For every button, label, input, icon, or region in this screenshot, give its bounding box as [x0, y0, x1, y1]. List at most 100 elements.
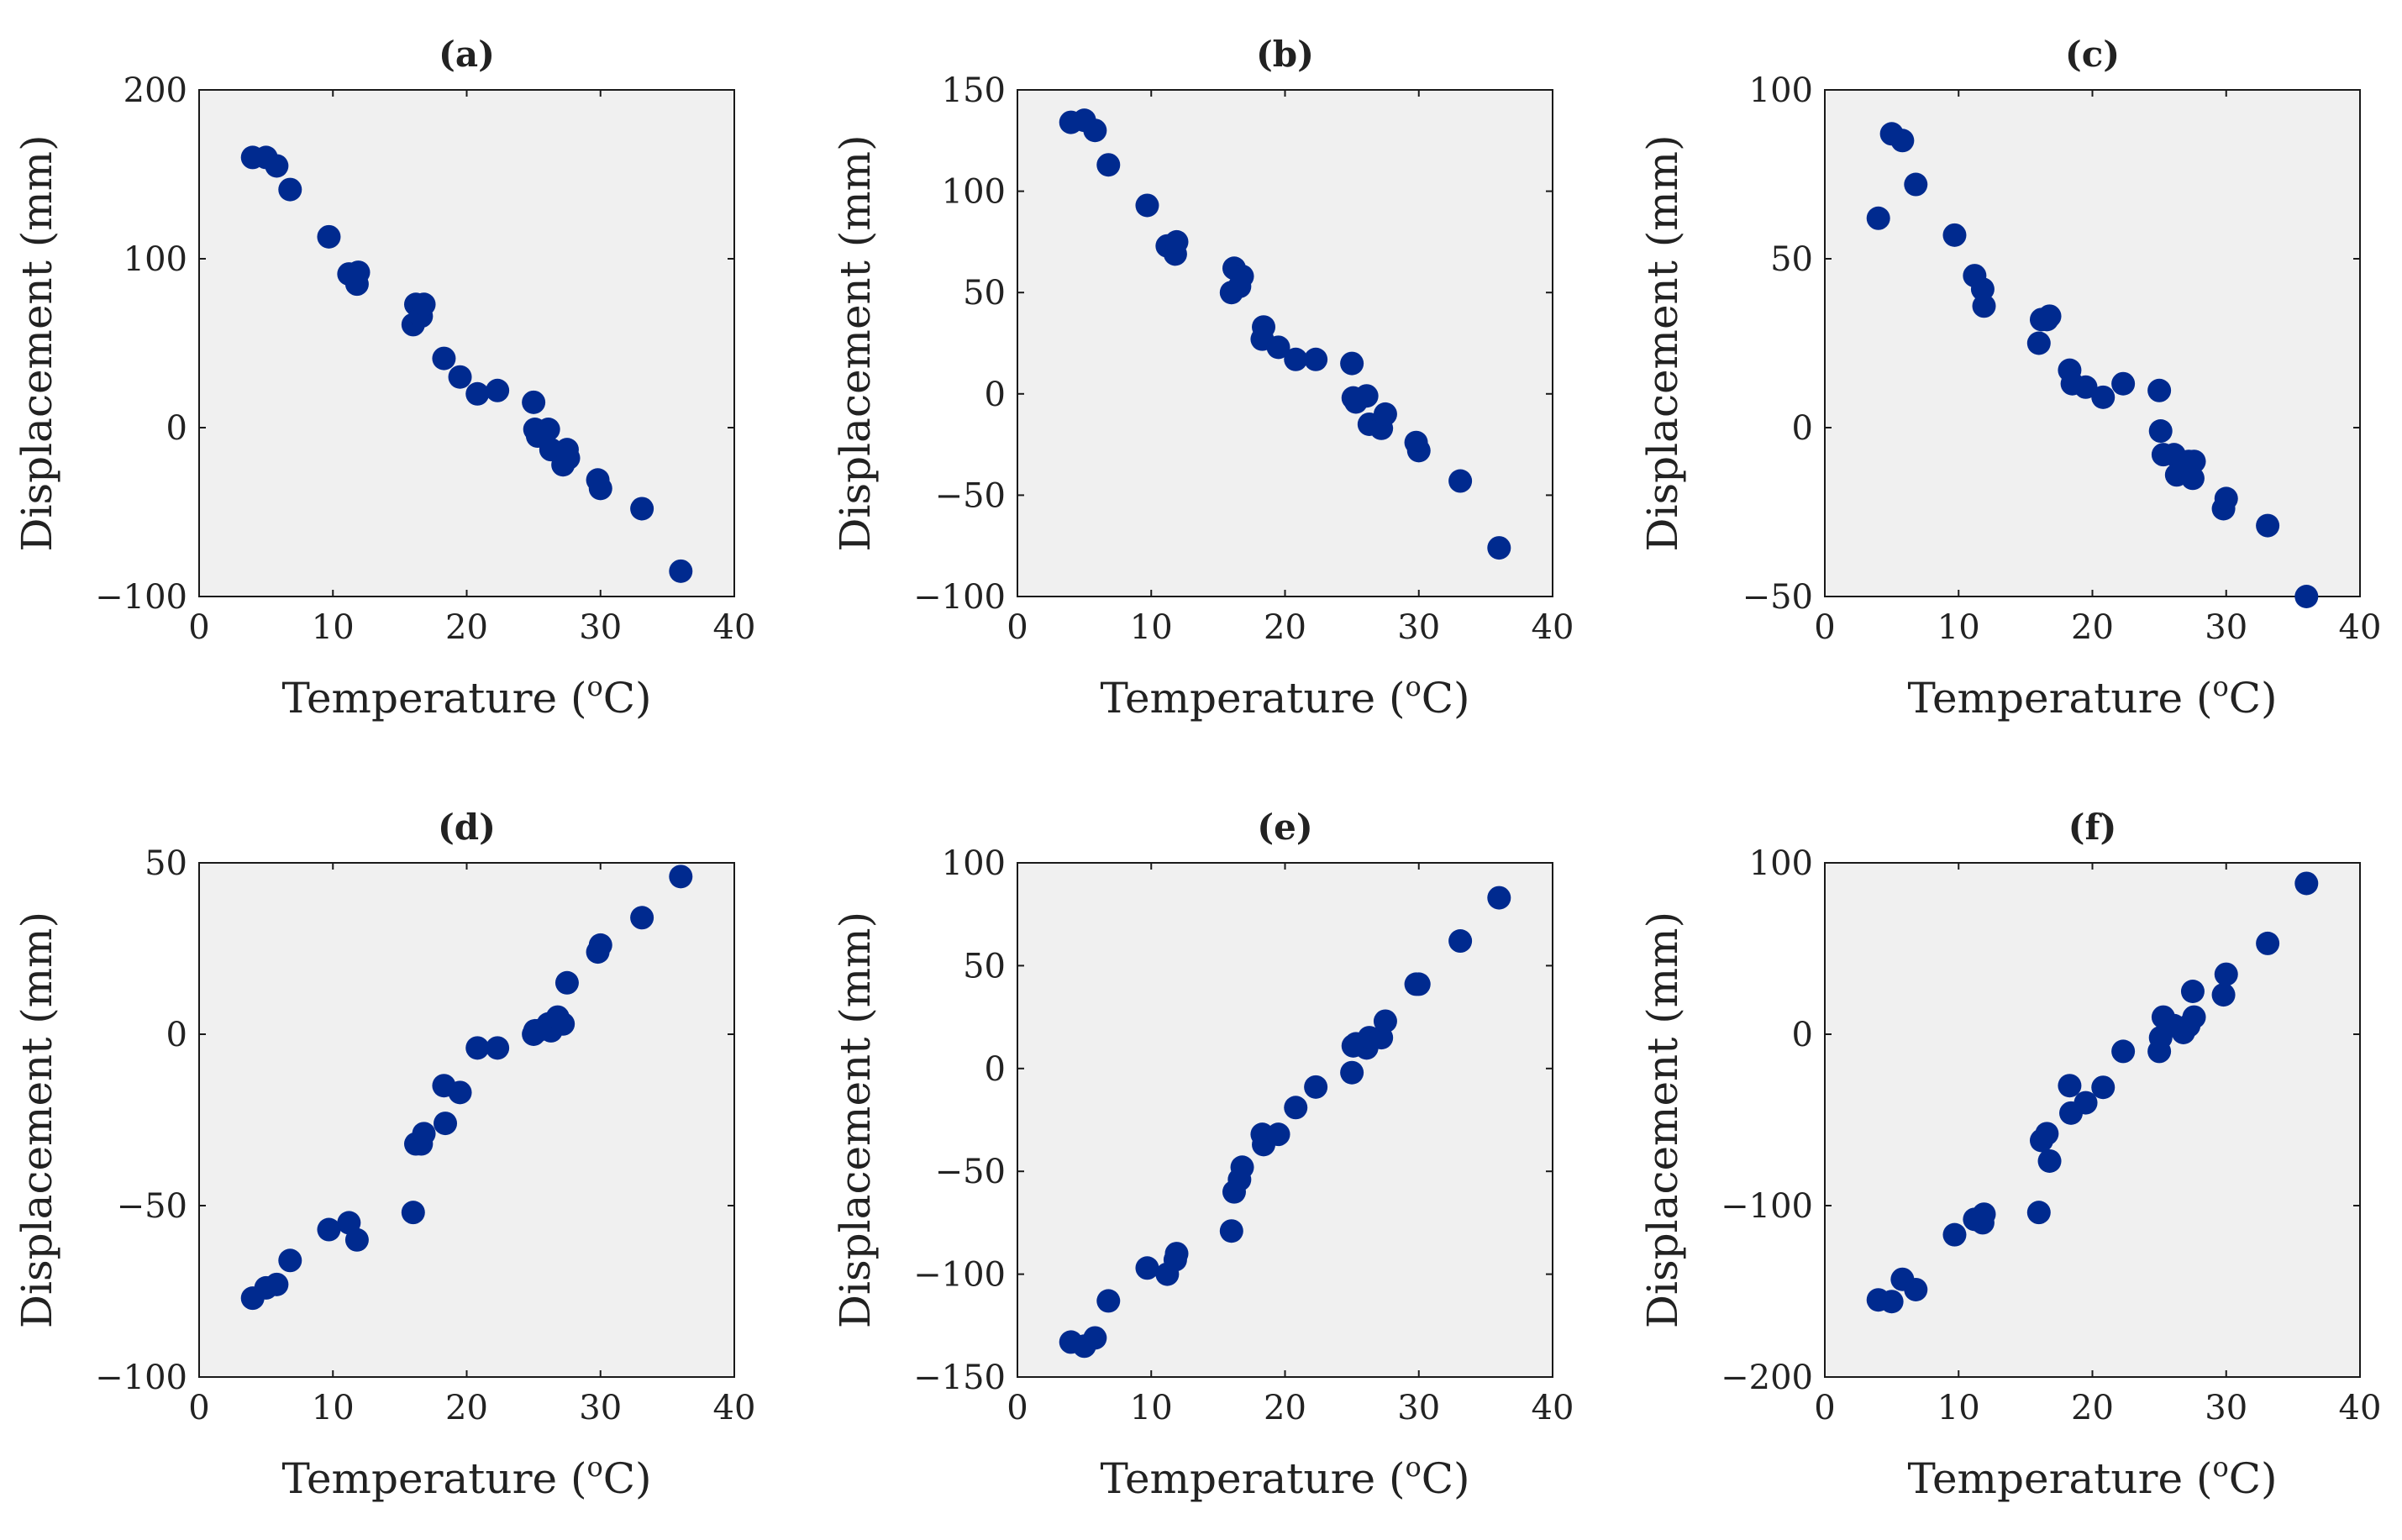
data-point: [1135, 1256, 1159, 1280]
data-point: [1866, 206, 1890, 230]
y-axis-label: Displacement (mm): [831, 912, 880, 1328]
data-point: [2037, 1148, 2062, 1173]
data-point: [630, 906, 654, 930]
y-tick-label: 50: [145, 844, 187, 883]
y-tick-label: 50: [963, 274, 1006, 313]
data-point: [1942, 1222, 1967, 1247]
y-tick-label: 100: [942, 844, 1006, 883]
data-point: [669, 559, 693, 583]
y-tick-label: 200: [124, 71, 187, 110]
x-tick-label: 20: [2071, 608, 2114, 647]
y-tick-label: −100: [913, 1256, 1006, 1295]
x-tick-label: 30: [2205, 608, 2247, 647]
y-tick-label: 100: [1749, 71, 1813, 110]
data-point: [556, 446, 581, 470]
data-point: [1970, 277, 1995, 302]
panel-title: (f): [2068, 807, 2117, 848]
x-tick-label: 40: [1532, 608, 1574, 647]
y-axis-label: Displacement (mm): [13, 134, 61, 551]
data-point: [1904, 1277, 1928, 1301]
data-point: [2091, 385, 2116, 409]
data-point: [344, 1227, 369, 1252]
data-point: [1972, 294, 1996, 318]
data-point: [2111, 371, 2136, 396]
data-point: [555, 970, 579, 995]
y-tick-label: −50: [935, 1153, 1006, 1191]
panel-5: 0 10 20 30 40 −150 −100 −50 0 50 100 (e) Temperature…: [831, 807, 1574, 1503]
x-tick-label: 40: [2339, 608, 2382, 647]
y-tick-label: −150: [913, 1359, 1006, 1397]
x-tick-label: 30: [2205, 1389, 2247, 1427]
data-point: [412, 1122, 436, 1146]
data-point: [2180, 466, 2205, 491]
data-point: [1304, 347, 1328, 371]
data-point: [1406, 439, 1431, 463]
panel-title: (e): [1257, 807, 1312, 848]
data-point: [2214, 962, 2238, 986]
data-point: [434, 1112, 458, 1136]
data-point: [588, 476, 612, 501]
data-point: [317, 224, 341, 249]
x-tick-label: 0: [1007, 1389, 1028, 1427]
data-point: [412, 292, 436, 317]
y-tick-label: −50: [935, 476, 1006, 515]
panel-title: (d): [438, 807, 496, 848]
y-axis-label: Displacement (mm): [13, 912, 61, 1328]
data-point: [265, 154, 289, 178]
x-tick-label: 30: [1397, 608, 1440, 647]
data-point: [2058, 1074, 2082, 1098]
data-point: [1354, 384, 1379, 408]
data-point: [1230, 264, 1254, 288]
y-tick-label: 0: [1792, 1016, 1813, 1054]
data-point: [522, 390, 546, 414]
data-point: [465, 1036, 490, 1060]
x-tick-label: 30: [579, 608, 622, 647]
x-tick-label: 20: [1264, 608, 1306, 647]
data-point: [1219, 1219, 1243, 1243]
x-tick-label: 40: [1532, 1389, 1574, 1427]
x-tick-label: 20: [1264, 1389, 1306, 1427]
y-tick-label: 0: [985, 376, 1006, 414]
data-point: [2294, 871, 2319, 896]
data-point: [1135, 193, 1159, 218]
x-tick-label: 10: [1937, 608, 1980, 647]
data-point: [1487, 536, 1511, 560]
data-point: [1096, 153, 1121, 177]
y-tick-label: 0: [166, 1016, 187, 1054]
y-axis-label: Displacement (mm): [831, 134, 880, 551]
x-tick-label: 40: [2339, 1389, 2382, 1427]
panel-title: (a): [439, 34, 495, 75]
data-point: [2148, 419, 2173, 444]
data-point: [2073, 1091, 2098, 1115]
plot-area: [1824, 89, 2361, 597]
data-point: [2091, 1075, 2116, 1100]
data-point: [2026, 1201, 2051, 1225]
data-point: [2256, 931, 2280, 955]
y-tick-label: −200: [1721, 1359, 1813, 1397]
data-point: [1890, 129, 1915, 153]
data-point: [2182, 449, 2206, 474]
data-point: [1083, 1326, 1107, 1350]
x-tick-label: 0: [1814, 1389, 1835, 1427]
data-point: [432, 346, 456, 371]
data-point: [1096, 1289, 1121, 1313]
y-tick-label: −100: [1721, 1187, 1813, 1226]
data-point: [2214, 486, 2238, 511]
panel-4: 0 10 20 30 40 −100 −50 0 50 (d) Temperature (oC) Di…: [13, 807, 755, 1503]
data-point: [2182, 1005, 2206, 1029]
y-tick-label: 150: [942, 71, 1006, 110]
y-tick-label: 100: [942, 173, 1006, 212]
data-point: [1942, 223, 1967, 247]
x-tick-label: 30: [1397, 1389, 1440, 1427]
y-tick-label: −50: [1742, 578, 1813, 617]
y-tick-label: 100: [1749, 844, 1813, 883]
data-point: [465, 381, 490, 406]
x-tick-label: 20: [2071, 1389, 2114, 1427]
data-point: [278, 177, 302, 202]
y-tick-label: 50: [1770, 240, 1813, 279]
data-point: [1448, 469, 1473, 493]
data-point: [2211, 983, 2236, 1007]
